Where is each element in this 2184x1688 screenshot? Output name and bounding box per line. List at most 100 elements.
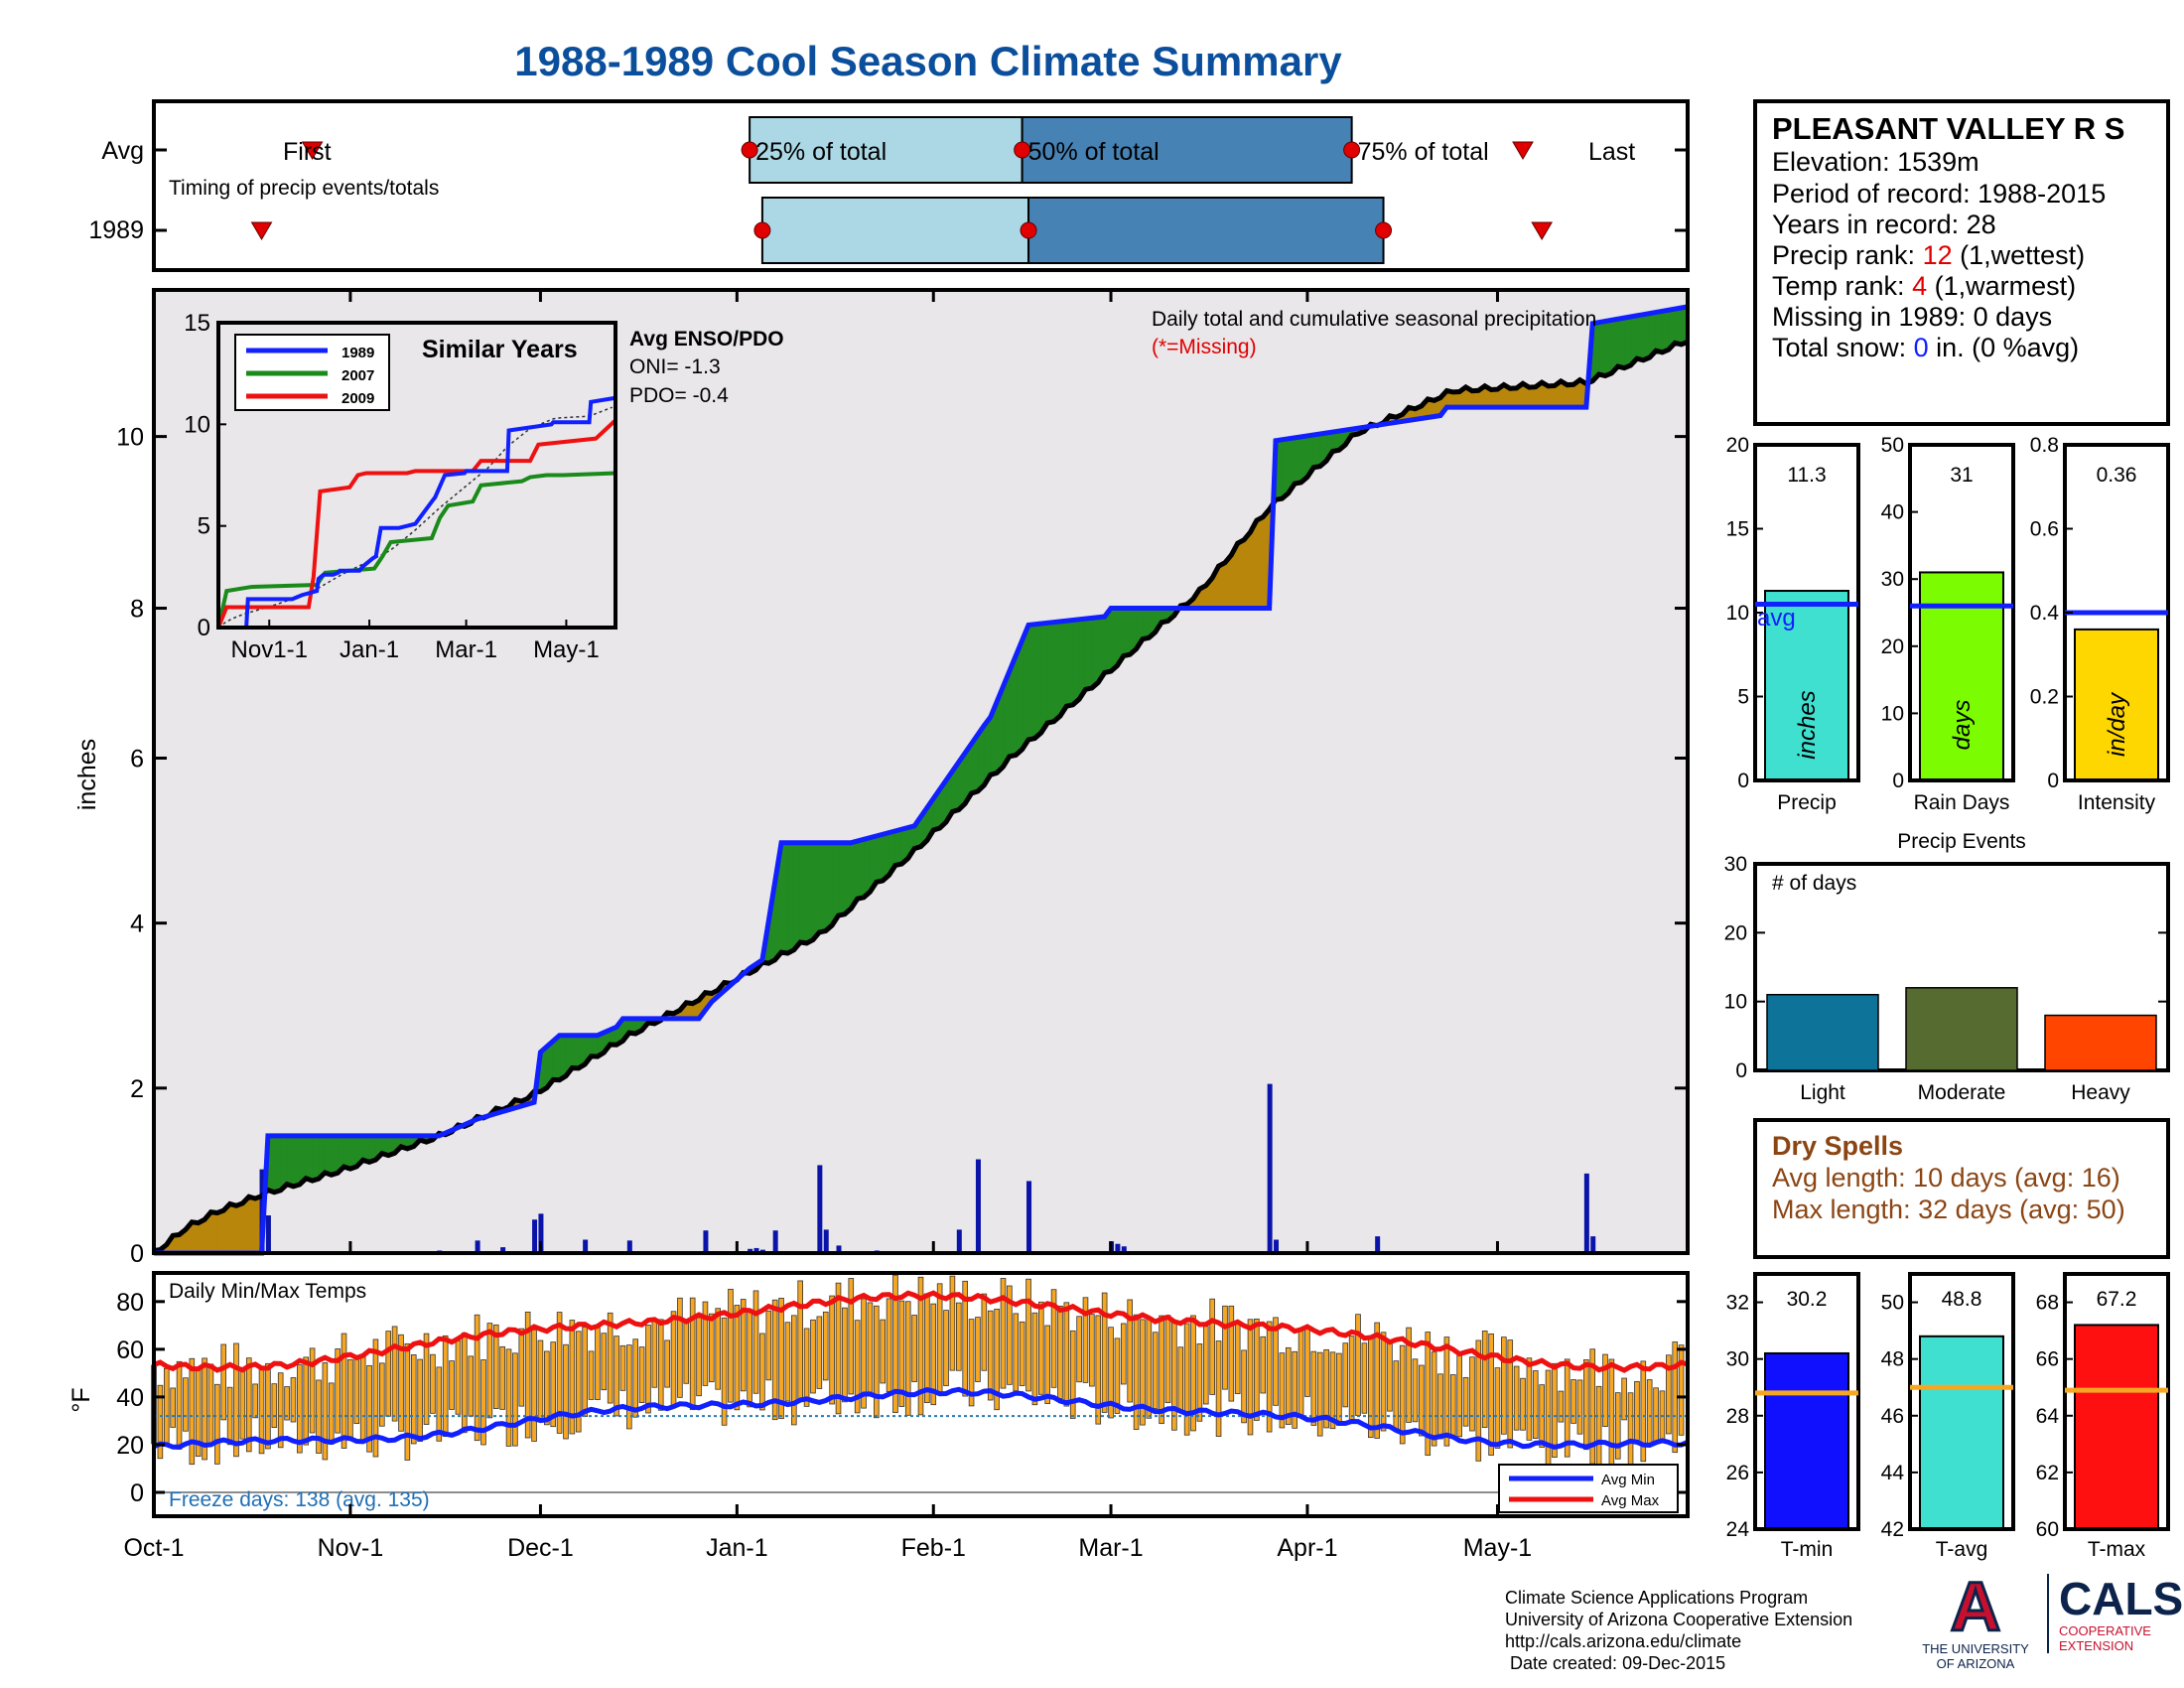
anomaly-fill <box>1040 622 1048 733</box>
temp-legend-max: Avg Max <box>1601 1492 1660 1509</box>
daily-temp-bar <box>1171 1320 1177 1431</box>
daily-temp-bar <box>1437 1373 1443 1440</box>
daily-temp-bar <box>822 1311 829 1381</box>
daily-temp-bar <box>474 1314 480 1442</box>
daily-temp-bar <box>1177 1346 1184 1413</box>
timing-marker-last-1989 <box>1531 221 1554 240</box>
precip-event-label: Light <box>1800 1081 1845 1104</box>
tmax-bar <box>2074 1324 2159 1531</box>
daily-precip-bar <box>500 1247 506 1253</box>
daily-temp-bar <box>1140 1319 1146 1426</box>
daily-temp-bar <box>784 1322 791 1402</box>
anomaly-fill <box>229 1202 237 1254</box>
daily-temp-bar <box>1076 1316 1082 1383</box>
daily-temp-bar <box>1348 1336 1355 1423</box>
daily-temp-bar <box>556 1312 563 1434</box>
daily-temp-bar <box>1355 1314 1361 1416</box>
anomaly-fill <box>286 1135 294 1188</box>
daily-temp-bar <box>404 1342 411 1461</box>
anomaly-fill <box>191 1220 200 1254</box>
daily-temp-bar <box>359 1356 366 1444</box>
daily-precip-bar <box>753 1247 759 1253</box>
daily-temp-bar <box>842 1307 848 1403</box>
anomaly-fill <box>1661 309 1670 352</box>
inset-xtick: May-1 <box>533 636 600 663</box>
daily-precip-bar <box>823 1229 829 1253</box>
inset-legend-2009: 2009 <box>341 390 374 407</box>
tmax-tick: 64 <box>2036 1405 2060 1428</box>
station-name: PLEASANT VALLEY R S <box>1772 111 2124 146</box>
daily-temp-bar <box>816 1316 823 1389</box>
daily-temp-bar <box>987 1310 994 1401</box>
daily-temp-bar <box>1640 1360 1647 1463</box>
daily-temp-bar <box>233 1342 239 1458</box>
daily-temp-bar <box>1063 1302 1070 1407</box>
daily-temp-bar <box>1089 1314 1095 1387</box>
daily-temp-bar <box>1323 1348 1329 1429</box>
daily-temp-bar <box>1507 1339 1514 1449</box>
timing-caption: Timing of precip events/totals <box>169 177 439 200</box>
timing-first-label: First <box>283 138 332 166</box>
daily-temp-bar <box>245 1357 252 1453</box>
anomaly-fill <box>1281 438 1290 498</box>
precip-bar <box>1764 590 1849 782</box>
inset-ytick: 10 <box>184 411 210 438</box>
anomaly-fill <box>1598 320 1606 378</box>
daily-temp-bar <box>1494 1367 1501 1449</box>
precip-avg-label: avg <box>1757 605 1796 632</box>
daily-temp-bar <box>1007 1285 1013 1385</box>
daily-temp-bar <box>1462 1376 1469 1427</box>
daily-precip-bar <box>748 1248 753 1253</box>
anomaly-fill <box>831 842 840 925</box>
daily-temp-bar <box>874 1305 880 1419</box>
anomaly-fill <box>1033 623 1042 738</box>
daily-temp-bar <box>1406 1327 1412 1423</box>
tmax-tick: 62 <box>2036 1462 2059 1484</box>
inset-xtick: Mar-1 <box>435 636 497 663</box>
month-xtick: Nov-1 <box>318 1534 384 1562</box>
rain_days-tick: 10 <box>1881 702 1904 725</box>
daily-temp-bar <box>645 1325 651 1414</box>
daily-temp-bar <box>1481 1331 1488 1428</box>
daily-temp-bar <box>721 1317 728 1426</box>
timing-marker-first-avg <box>301 141 324 160</box>
daily-temp-bar <box>1513 1365 1520 1431</box>
daily-temp-bar <box>366 1364 372 1453</box>
daily-precip-bar <box>1274 1239 1280 1253</box>
precip-ytick: 10 <box>116 424 144 452</box>
daily-temp-bar <box>1095 1315 1102 1425</box>
daily-temp-bar <box>962 1280 968 1397</box>
credit-program: Climate Science Applications Program <box>1505 1588 1809 1608</box>
anomaly-fill <box>1123 608 1131 660</box>
daily-temp-bar <box>981 1293 988 1371</box>
daily-temp-bar <box>892 1274 898 1414</box>
daily-temp-bar <box>1419 1364 1425 1437</box>
anomaly-fill <box>349 1135 357 1169</box>
daily-temp-bar <box>423 1333 430 1425</box>
credit-extension: University of Arizona Cooperative Extens… <box>1505 1610 1853 1629</box>
daily-temp-bar <box>1475 1339 1482 1462</box>
daily-temp-bar <box>1425 1332 1432 1456</box>
daily-temp-bar <box>1266 1321 1273 1433</box>
daily-temp-bar <box>1057 1305 1063 1399</box>
daily-temp-bar <box>1202 1326 1209 1405</box>
daily-temp-bar <box>277 1372 284 1449</box>
daily-temp-bar <box>1608 1358 1615 1469</box>
daily-temp-bar <box>1501 1336 1507 1435</box>
daily-temp-bar <box>1082 1297 1089 1383</box>
precip-unit: inches <box>1794 690 1821 759</box>
daily-temp-bar <box>1374 1322 1380 1439</box>
tmin-tick: 32 <box>1726 1292 1749 1315</box>
temp-ytick: 80 <box>116 1289 144 1317</box>
anomaly-fill <box>235 1200 243 1254</box>
station-info-box: PLEASANT VALLEY R S Elevation: 1539m Per… <box>1753 99 2170 426</box>
precip-ytick: 8 <box>130 596 144 624</box>
daily-temp-bar <box>664 1339 670 1388</box>
daily-temp-bar <box>505 1348 512 1447</box>
timing-pct25-label: 25% of total <box>755 138 887 166</box>
anomaly-fill <box>216 1207 224 1254</box>
rain_days-value: 31 <box>1950 464 1973 487</box>
anomaly-fill <box>248 1196 256 1254</box>
daily-temp-bar <box>797 1280 803 1402</box>
daily-temp-bar <box>284 1386 290 1421</box>
